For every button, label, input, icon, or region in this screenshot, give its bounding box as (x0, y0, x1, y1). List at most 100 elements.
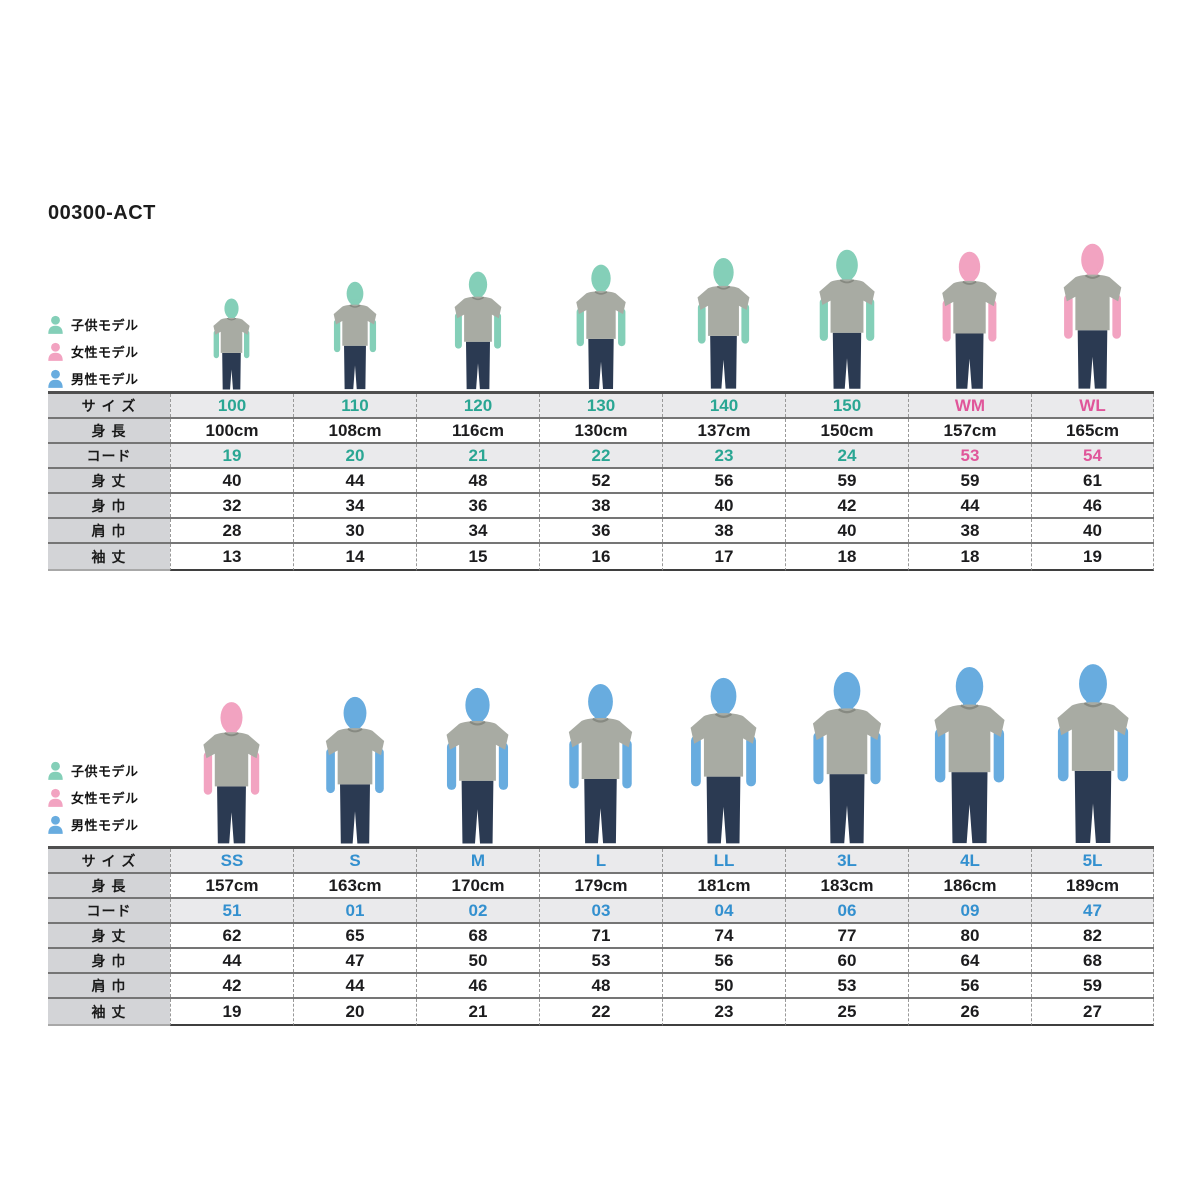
cell-code-M: 02 (416, 899, 539, 922)
cell-body_width-SS: 44 (170, 949, 293, 972)
table-row-size: サ イ ズ SS S M L LL 3L 4L 5L (48, 849, 1154, 874)
figure-arm-left (819, 298, 828, 341)
figure-neck (841, 272, 852, 282)
row-label-body_length: 身 丈 (48, 924, 170, 947)
person-figure-icon (818, 249, 875, 389)
cell-body_width-4L: 64 (908, 949, 1031, 972)
cell-sleeve-M: 21 (416, 999, 539, 1026)
figure-arm-left (576, 308, 584, 347)
cell-body_width-100: 32 (170, 494, 293, 517)
cell-shoulder-130: 36 (539, 519, 662, 542)
cell-size-3L: 3L (785, 849, 908, 872)
row-label-shoulder: 肩 巾 (48, 519, 170, 542)
person-figure-icon (333, 281, 376, 390)
cell-body_width-L: 53 (539, 949, 662, 972)
table-row-body_width: 身 巾 44 47 50 53 56 60 64 68 (48, 949, 1154, 974)
row-label-code: コード (48, 444, 170, 467)
row-label-height: 身 長 (48, 419, 170, 442)
model-color-legend: 子供モデル 女性モデル 男性モデル (47, 311, 187, 392)
person-bust-icon (48, 788, 63, 807)
model-figure-WM (908, 179, 1031, 391)
size-table-kids-women: サ イ ズ 100 110 120 130 140 150 WM WL 身 長 100cm 108cm… (48, 391, 1154, 571)
cell-size-4L: 4L (908, 849, 1031, 872)
figure-neck (348, 721, 361, 731)
legend-item-child: 子供モデル (47, 311, 187, 338)
cell-sleeve-3L: 25 (785, 999, 908, 1026)
figure-jeans (339, 784, 370, 844)
cell-code-120: 21 (416, 444, 539, 467)
figure-arm-left (454, 312, 462, 349)
cell-body_length-WL: 61 (1031, 469, 1154, 492)
cell-shoulder-S: 44 (293, 974, 416, 997)
cell-body_length-M: 68 (416, 924, 539, 947)
cell-code-150: 24 (785, 444, 908, 467)
figure-arm-right (622, 739, 632, 789)
figure-head (955, 666, 984, 706)
cell-sleeve-4L: 26 (908, 999, 1031, 1026)
person-bust-icon (48, 315, 63, 334)
table-row-size: サ イ ズ 100 110 120 130 140 150 WM WL (48, 394, 1154, 419)
figure-arm-left (942, 299, 951, 342)
cell-height-110: 108cm (293, 419, 416, 442)
figure-head (590, 264, 611, 293)
row-label-body_length: 身 丈 (48, 469, 170, 492)
figure-jeans (217, 786, 246, 844)
figure-tshirt (203, 732, 260, 787)
cell-sleeve-130: 16 (539, 544, 662, 571)
figure-arm-right (250, 751, 260, 795)
figure-jeans (710, 335, 737, 389)
figure-head (588, 684, 613, 720)
cell-code-LL: 04 (662, 899, 785, 922)
legend-item-male: 男性モデル (47, 811, 187, 838)
cell-code-WM: 53 (908, 444, 1031, 467)
table-row-height: 身 長 157cm 163cm 170cm 179cm 181cm 183cm 186cm 18… (48, 874, 1154, 899)
size-table-mens: サ イ ズ SS S M L LL 3L 4L 5L 身 長 157cm 163cm 170cm 179c… (48, 846, 1154, 1026)
figure-arm-right (746, 735, 756, 787)
figure-tshirt (697, 285, 750, 336)
figure-jeans (829, 774, 864, 844)
cell-shoulder-4L: 56 (908, 974, 1031, 997)
person-figure-icon (568, 684, 633, 844)
figure-collar (960, 704, 979, 710)
figure-head (835, 249, 858, 281)
cell-code-140: 23 (662, 444, 785, 467)
cell-shoulder-WL: 40 (1031, 519, 1154, 542)
row-label-sleeve: 袖 丈 (48, 999, 170, 1026)
figure-arm-left (203, 751, 213, 795)
figure-head (1081, 243, 1104, 276)
cell-sleeve-5L: 27 (1031, 999, 1154, 1026)
figure-head (220, 702, 243, 734)
model-figure-5L (1031, 634, 1154, 846)
cell-sleeve-WM: 18 (908, 544, 1031, 571)
figure-collar (839, 279, 854, 284)
cell-size-130: 130 (539, 394, 662, 417)
figure-neck (471, 713, 484, 724)
person-figure-icon (575, 264, 626, 389)
cell-body_length-150: 59 (785, 469, 908, 492)
cell-body_length-100: 40 (170, 469, 293, 492)
figure-head (346, 281, 363, 306)
figure-arm-left (325, 748, 335, 794)
model-figure-L (539, 634, 662, 846)
figure-jeans (222, 352, 241, 390)
model-figure-S (293, 634, 416, 846)
page-title: 00300-ACT (48, 202, 156, 224)
figure-collar (1083, 702, 1102, 708)
cell-shoulder-5L: 59 (1031, 974, 1154, 997)
table-row-shoulder: 肩 巾 28 30 34 36 38 40 38 40 (48, 519, 1154, 544)
figure-jeans (1074, 770, 1111, 843)
figure-arm-right (993, 728, 1005, 783)
cell-sleeve-100: 13 (170, 544, 293, 571)
figure-arm-left (569, 739, 579, 789)
cell-size-WL: WL (1031, 394, 1154, 417)
cell-body_width-150: 42 (785, 494, 908, 517)
figure-arm-right (369, 319, 376, 353)
figure-collar (1084, 274, 1101, 279)
cell-body_length-LL: 74 (662, 924, 785, 947)
figure-collar (224, 732, 239, 737)
model-figure-WL (1031, 179, 1154, 391)
cell-code-3L: 06 (785, 899, 908, 922)
cell-sleeve-120: 15 (416, 544, 539, 571)
person-figure-icon (1063, 243, 1122, 389)
figure-tshirt (1063, 274, 1122, 331)
